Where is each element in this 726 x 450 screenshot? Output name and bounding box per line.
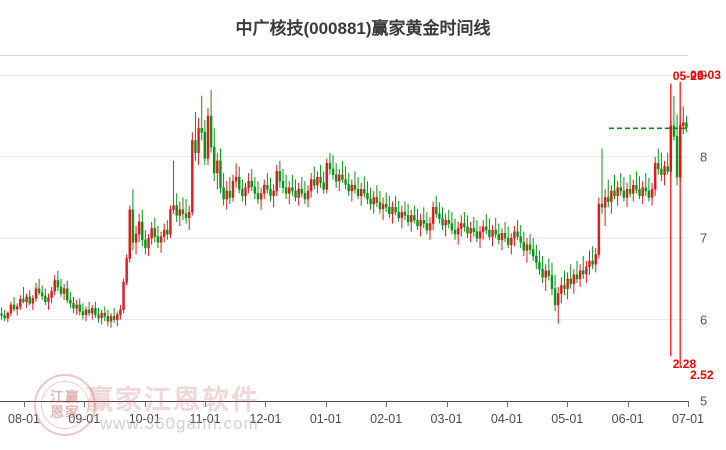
x-axis-line bbox=[0, 401, 688, 402]
x-tick-label: 03-01 bbox=[430, 412, 463, 426]
x-tick-label: 05-01 bbox=[551, 412, 584, 426]
x-tick-mark bbox=[567, 401, 569, 407]
watermark-brand: 赢家江恩软件 bbox=[86, 385, 260, 415]
x-tick-mark bbox=[688, 401, 689, 407]
x-tick-mark bbox=[506, 401, 508, 407]
x-tick-label: 01-01 bbox=[309, 412, 342, 426]
x-tick-mark bbox=[386, 401, 388, 407]
x-tick-mark bbox=[446, 401, 448, 407]
x-tick-label: 06-01 bbox=[611, 412, 644, 426]
x-tick-label: 02-01 bbox=[370, 412, 403, 426]
candlestick-canvas bbox=[0, 55, 688, 367]
gann-value-label: 2.28 bbox=[672, 357, 697, 372]
gann-date-label: 05-29 bbox=[672, 69, 704, 84]
x-tick-label: 07-01 bbox=[672, 412, 704, 426]
seal-inner-ring bbox=[41, 381, 89, 429]
x-tick-mark bbox=[205, 401, 207, 407]
x-tick-label: 11-01 bbox=[189, 412, 221, 426]
watermark-url: www.360gann.com bbox=[100, 414, 259, 433]
x-tick-mark bbox=[627, 401, 629, 407]
gann-vertical-lines bbox=[670, 81, 681, 367]
y-tick-label: 5 bbox=[700, 393, 708, 409]
y-tick-label: 8 bbox=[700, 149, 708, 165]
x-tick-mark bbox=[325, 401, 327, 407]
gann-date-label: 06-03 bbox=[690, 67, 721, 82]
x-tick-label: 10-01 bbox=[128, 412, 161, 426]
gridlines bbox=[0, 55, 688, 321]
x-tick-mark bbox=[24, 401, 25, 407]
gann-value-label: 2.52 bbox=[690, 367, 714, 382]
watermark-seal-icon: 江赢 恩家 bbox=[34, 374, 96, 436]
y-tick-label: 9 bbox=[700, 67, 708, 83]
x-tick-mark bbox=[144, 401, 146, 407]
x-tick-label: 08-01 bbox=[8, 412, 40, 426]
y-tick-label: 7 bbox=[700, 230, 708, 246]
page-title: 中广核技(000881)赢家黄金时间线 bbox=[235, 19, 491, 38]
x-tick-label: 04-01 bbox=[490, 412, 523, 426]
x-tick-label: 12-01 bbox=[249, 412, 282, 426]
y-tick-label: 6 bbox=[700, 312, 708, 328]
candlestick-series bbox=[0, 90, 688, 328]
plot-area[interactable] bbox=[0, 55, 688, 401]
x-tick-mark bbox=[265, 401, 267, 407]
